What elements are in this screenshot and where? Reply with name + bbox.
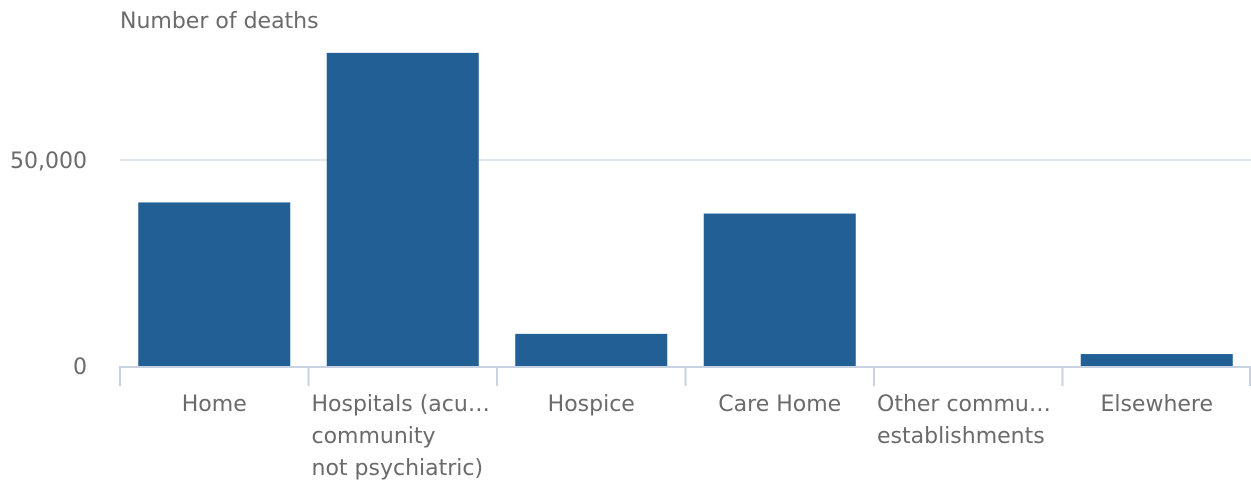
y-tick-label: 50,000	[10, 149, 87, 174]
bar	[326, 52, 479, 366]
bar	[703, 213, 856, 366]
x-axis-ticks: Home Hospitals (acu… community not psychiat…	[182, 392, 1213, 481]
bar	[138, 202, 291, 366]
x-axis	[119, 366, 1251, 386]
x-tick-label: Home	[182, 392, 247, 417]
y-axis-ticks: 0 50,000	[10, 149, 87, 380]
bar	[515, 333, 668, 366]
x-tick-label: Care Home	[718, 392, 841, 417]
x-tick-label: Hospice	[548, 392, 635, 417]
bar	[1080, 354, 1233, 366]
x-tick-label: Elsewhere	[1100, 392, 1213, 417]
x-tick-label: Hospitals (acu… community not psychiatric)	[312, 392, 490, 481]
x-tick-label: Other commu… establishments	[877, 392, 1051, 449]
y-axis-label: Number of deaths	[120, 9, 319, 34]
y-tick-label: 0	[73, 355, 87, 380]
bars	[138, 52, 1233, 366]
